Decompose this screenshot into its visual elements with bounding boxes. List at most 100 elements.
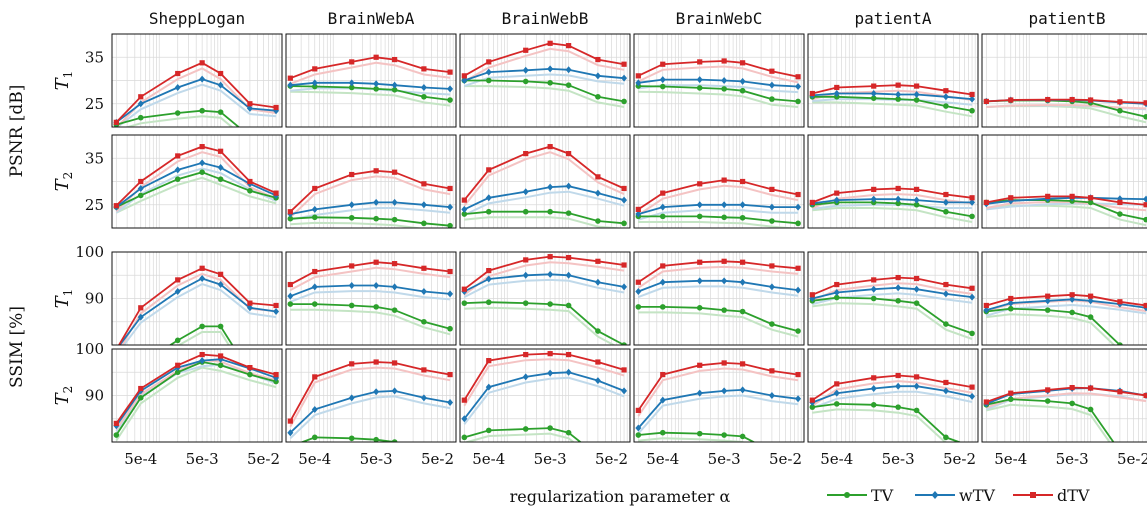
data-point-wtv <box>621 74 628 82</box>
data-point-dtv <box>740 259 746 265</box>
data-point-tv <box>621 220 627 227</box>
data-point-wtv <box>635 79 642 87</box>
data-point-wtv <box>983 306 990 314</box>
data-point-wtv <box>1007 299 1014 307</box>
series-shadow-tv <box>115 176 277 214</box>
data-point-dtv <box>1069 193 1075 199</box>
data-point-wtv <box>621 387 628 395</box>
data-point-wtv <box>565 66 572 74</box>
panel-shepplogan-t1 <box>111 33 283 128</box>
data-point-tv <box>447 97 453 103</box>
data-point-tv <box>969 330 975 337</box>
column-title-shepplogan: SheppLogan <box>149 9 245 28</box>
data-point-dtv <box>635 73 641 79</box>
data-point-tv <box>547 425 553 431</box>
data-point-dtv <box>621 61 627 67</box>
data-point-dtv <box>914 275 920 282</box>
series-shadow-tv <box>986 313 1116 345</box>
data-point-tv <box>1087 314 1094 320</box>
data-point-dtv <box>969 285 975 291</box>
data-point-dtv <box>218 70 224 77</box>
series-shadow-wtv <box>289 290 451 303</box>
data-point-dtv <box>175 362 181 368</box>
data-point-dtv <box>566 43 572 49</box>
data-point-dtv <box>983 399 989 405</box>
data-point-wtv <box>870 195 877 203</box>
grid <box>112 349 283 442</box>
data-point-dtv <box>273 104 279 111</box>
data-point-dtv <box>566 151 572 157</box>
data-point-dtv <box>943 191 949 198</box>
data-point-wtv <box>447 203 454 211</box>
data-point-dtv <box>740 361 746 367</box>
data-point-wtv <box>199 159 206 167</box>
data-point-tv <box>1044 398 1051 404</box>
data-point-tv <box>913 201 920 208</box>
data-point-wtv <box>137 184 144 192</box>
data-point-wtv <box>420 83 427 91</box>
data-point-tv <box>739 87 746 94</box>
series-shadow-tv <box>290 221 426 228</box>
row-group-label: SSIM [%] <box>7 306 27 388</box>
data-point-dtv <box>447 371 453 378</box>
legend-marker <box>844 492 850 498</box>
data-point-tv <box>721 432 727 438</box>
panel-frame <box>285 348 457 443</box>
data-point-wtv <box>199 75 206 83</box>
data-point-tv <box>659 83 666 90</box>
panel-frame <box>111 348 283 443</box>
panel-frame <box>633 134 805 229</box>
data-point-wtv <box>547 270 554 278</box>
data-point-wtv <box>768 392 775 399</box>
series-shadow-wtv <box>637 394 799 435</box>
data-point-wtv <box>833 288 840 296</box>
data-point-dtv <box>138 385 144 392</box>
data-point-dtv <box>218 271 224 277</box>
data-point-wtv <box>870 90 877 98</box>
x-tick-label: 5e-2 <box>1117 450 1147 468</box>
data-point-wtv <box>739 278 746 286</box>
data-point-wtv <box>420 201 427 209</box>
panel-frame <box>807 33 979 128</box>
data-point-dtv <box>566 351 572 358</box>
data-point-tv <box>348 214 355 221</box>
data-point-wtv <box>287 292 294 300</box>
x-tick-label: 5e-4 <box>994 450 1027 468</box>
data-point-tv <box>137 192 144 199</box>
data-point-wtv <box>659 396 666 404</box>
data-point-wtv <box>1143 195 1147 203</box>
series-shadow-wtv <box>638 209 799 221</box>
data-point-wtv <box>373 281 380 289</box>
x-tick-label: 5e-3 <box>1056 450 1089 468</box>
data-point-dtv <box>871 83 877 89</box>
data-point-dtv <box>660 371 666 378</box>
data-point-dtv <box>943 88 949 94</box>
data-point-tv <box>769 218 775 224</box>
series-shadow-tv <box>986 403 1111 442</box>
data-point-dtv <box>621 185 627 192</box>
series-shadow-wtv <box>463 73 625 88</box>
data-point-dtv <box>349 263 355 269</box>
data-point-wtv <box>635 424 642 432</box>
data-point-tv <box>348 302 355 309</box>
data-point-tv <box>199 107 205 114</box>
data-point-dtv <box>969 384 975 390</box>
data-point-wtv <box>942 93 949 101</box>
data-point-wtv <box>895 382 902 390</box>
data-point-dtv <box>595 56 601 63</box>
x-tick-label: 5e-2 <box>595 450 628 468</box>
data-point-dtv <box>914 186 920 193</box>
data-point-wtv <box>870 385 877 393</box>
data-point-dtv <box>461 397 467 403</box>
data-point-dtv <box>1117 299 1123 305</box>
data-point-tv <box>635 432 642 438</box>
data-point-dtv <box>697 59 703 65</box>
data-point-wtv <box>391 81 398 89</box>
data-point-wtv <box>768 283 775 291</box>
data-point-tv <box>373 436 379 442</box>
data-point-tv <box>522 208 529 215</box>
data-point-tv <box>870 402 877 408</box>
data-point-tv <box>913 97 920 103</box>
data-point-dtv <box>871 186 877 193</box>
series-shadow-wtv <box>463 376 625 425</box>
